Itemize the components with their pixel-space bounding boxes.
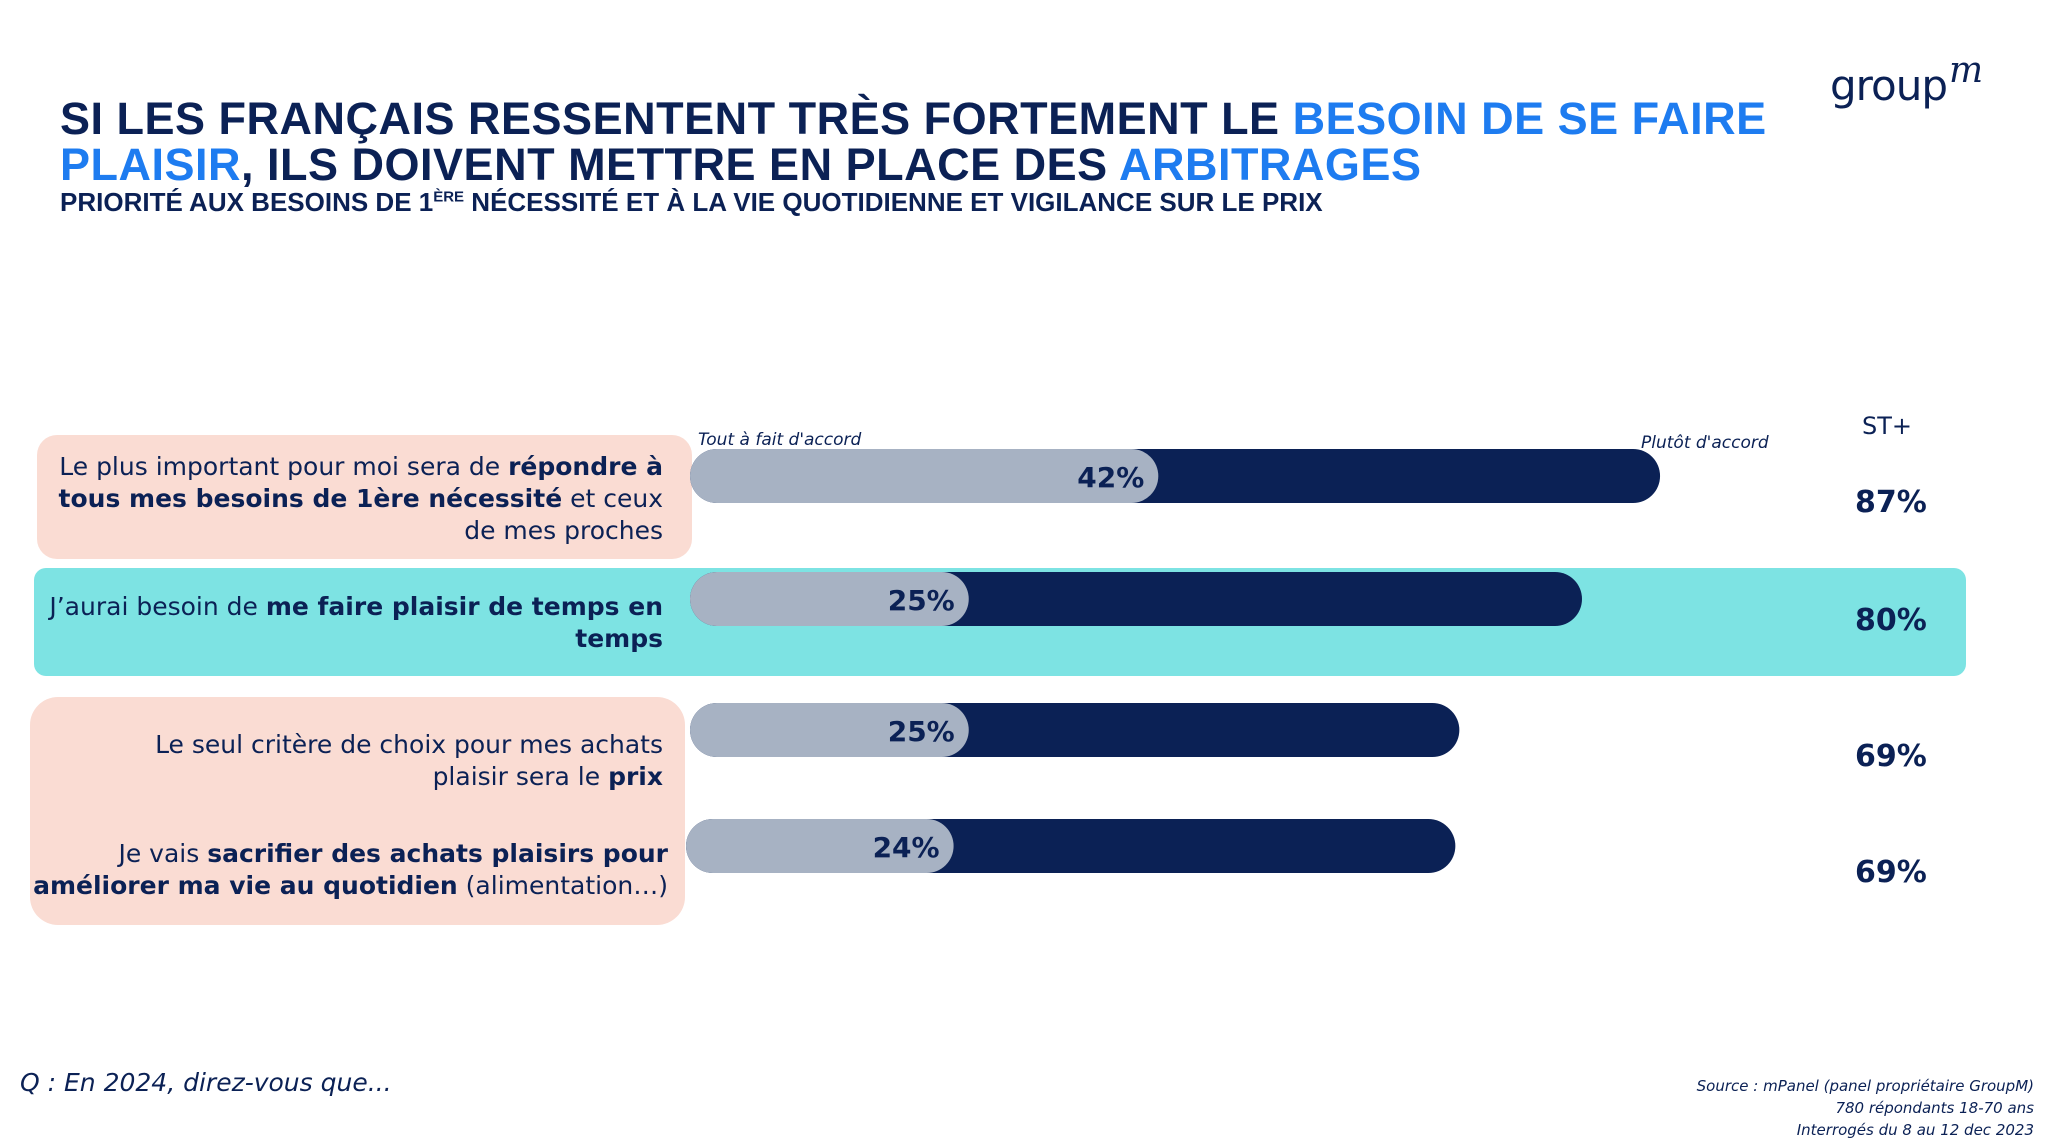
total-row-3: 69%	[1855, 739, 1927, 774]
row-label-2: J’aurai besoin de me faire plaisir de te…	[49, 592, 663, 653]
label-box-group	[30, 697, 685, 925]
header-st-plus: ST+	[1862, 412, 1913, 440]
row-label-3: Le seul critère de choix pour mes achats…	[155, 730, 663, 791]
page-title: SI LES FRANÇAIS RESSENTENT TRÈS FORTEMEN…	[60, 93, 1767, 190]
value-label-2: 25%	[888, 584, 955, 617]
bar-tout-3	[690, 703, 969, 757]
groupm-logo: groupm	[1830, 50, 1983, 110]
bar-tout-1	[690, 449, 1159, 503]
label-box-first	[37, 435, 692, 559]
total-row-1: 87%	[1855, 485, 1927, 520]
value-label-1: 42%	[1077, 461, 1144, 494]
total-row-4: 69%	[1855, 855, 1927, 890]
total-row-2: 80%	[1855, 603, 1927, 638]
question-text: Q : En 2024, direz-vous que...	[20, 1068, 392, 1097]
bar-tout-2	[690, 572, 969, 626]
row-label-4: Je vais sacrifier des achats plaisirs po…	[33, 839, 668, 900]
header-plutot: Plutôt d'accord	[1641, 433, 1769, 453]
page-subtitle: PRIORITÉ AUX BESOINS DE 1ÈRE NÉCESSITÉ E…	[60, 187, 1323, 217]
row-label-1: Le plus important pour moi sera de répon…	[58, 452, 663, 545]
value-label-4: 24%	[873, 831, 940, 864]
bar-tout-4	[686, 819, 954, 873]
source-note: Source : mPanel (panel propriétaire Grou…	[1696, 1077, 2034, 1139]
value-label-3: 25%	[888, 715, 955, 748]
header-tout-a-fait: Tout à fait d'accord	[698, 430, 862, 450]
